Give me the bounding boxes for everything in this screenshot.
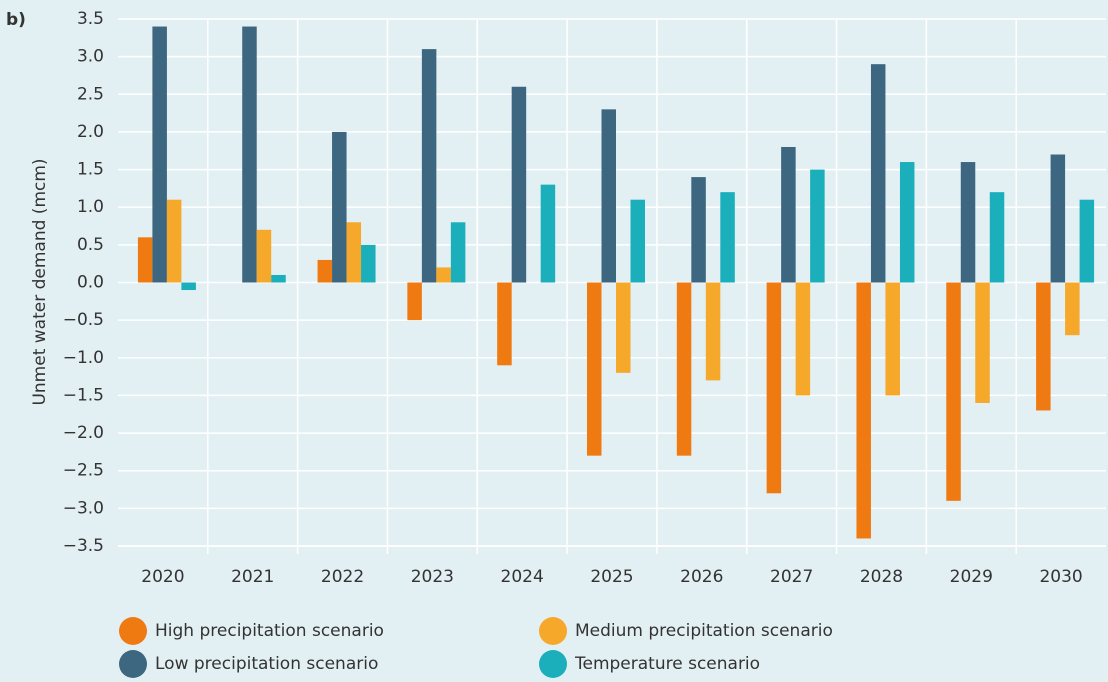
y-axis-label: Unmet water demand (mcm) — [30, 158, 50, 405]
bar — [540, 184, 556, 283]
legend-swatch — [119, 617, 147, 645]
bar — [166, 199, 182, 283]
x-tick-label: 2028 — [860, 567, 903, 587]
y-tick-label: −1.5 — [63, 385, 104, 405]
bar — [989, 192, 1005, 283]
legend-swatch — [539, 650, 567, 678]
x-tick-label: 2025 — [590, 567, 633, 587]
bar — [1050, 154, 1066, 283]
bar — [346, 222, 362, 283]
bar — [421, 49, 437, 283]
y-tick-label: 0.0 — [77, 273, 104, 293]
x-tick-label: 2030 — [1039, 567, 1082, 587]
bar — [436, 267, 451, 283]
legend-swatch — [539, 617, 567, 645]
bar — [795, 282, 811, 396]
y-tick-label: 1.0 — [77, 197, 104, 217]
bar — [181, 282, 196, 291]
bar — [587, 282, 602, 456]
y-tick-label: −2.0 — [63, 423, 104, 443]
y-tick-label: −3.5 — [63, 536, 104, 556]
bar — [271, 274, 286, 283]
bar — [1079, 199, 1095, 283]
bar — [137, 237, 153, 283]
bar — [705, 282, 721, 381]
bar — [407, 282, 422, 321]
bar — [332, 131, 347, 283]
bar — [361, 244, 376, 283]
bar — [1036, 282, 1051, 411]
y-tick-label: −0.5 — [63, 310, 104, 330]
bar — [630, 199, 645, 283]
x-tick-label: 2026 — [680, 567, 723, 587]
bar — [720, 192, 735, 283]
legend-label: High precipitation scenario — [155, 621, 384, 641]
bar — [870, 64, 886, 283]
y-tick-label: 3.0 — [77, 47, 104, 67]
bar — [256, 229, 272, 283]
bar — [317, 259, 333, 283]
bar — [766, 282, 782, 494]
x-tick-label: 2024 — [501, 567, 544, 587]
bar — [152, 26, 167, 283]
legend-label: Medium precipitation scenario — [575, 621, 833, 641]
y-tick-label: 3.5 — [77, 9, 104, 29]
bar — [946, 282, 961, 501]
legend-label: Low precipitation scenario — [155, 654, 378, 674]
x-tick-label: 2027 — [770, 567, 813, 587]
y-tick-label: −1.0 — [63, 348, 104, 368]
bar — [1065, 282, 1080, 336]
y-tick-label: 2.0 — [77, 122, 104, 142]
y-tick-label: 0.5 — [77, 235, 104, 255]
panel-label: b) — [6, 10, 26, 30]
x-tick-label: 2022 — [321, 567, 364, 587]
bar — [616, 282, 631, 373]
y-tick-label: 2.5 — [77, 84, 104, 104]
bar — [691, 177, 706, 283]
x-tick-label: 2021 — [231, 567, 274, 587]
legend-label: Temperature scenario — [574, 654, 760, 674]
bar — [497, 282, 512, 366]
legend-swatch — [119, 650, 147, 678]
y-tick-label: −3.0 — [63, 498, 104, 518]
bar — [899, 162, 915, 283]
bar — [810, 169, 825, 283]
y-tick-label: 1.5 — [77, 160, 104, 180]
x-tick-label: 2023 — [411, 567, 454, 587]
bar — [856, 282, 871, 539]
bar — [511, 86, 527, 283]
bar — [676, 282, 692, 456]
x-tick-label: 2020 — [141, 567, 184, 587]
bar — [975, 282, 990, 403]
bar — [781, 146, 796, 283]
bar — [242, 26, 257, 283]
bar — [960, 162, 976, 283]
bar — [601, 109, 616, 283]
x-tick-label: 2029 — [950, 567, 993, 587]
bar — [450, 222, 466, 283]
bar — [885, 282, 900, 396]
y-tick-label: −2.5 — [63, 461, 104, 481]
